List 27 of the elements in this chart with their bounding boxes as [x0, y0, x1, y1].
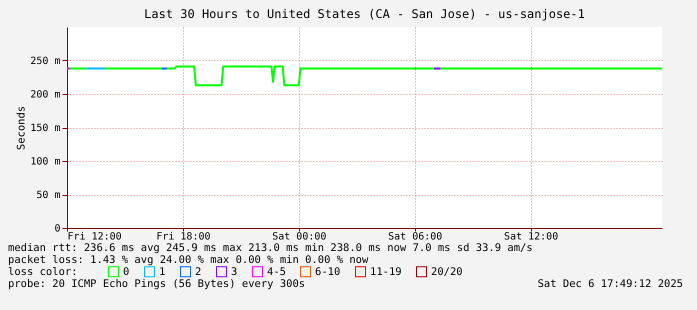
y-axis-title: Seconds — [15, 106, 28, 150]
x-tick-label: Fri 18:00 — [156, 232, 211, 242]
text: packet loss: 1.43 % avg 24.00 % max 0.00 % min 0.00 % now — [8, 254, 370, 266]
x-tick-label: Sat 00:00 — [272, 232, 326, 242]
y-tick-label: 150 m — [30, 123, 60, 134]
x-tick-label: Sat 12:00 — [504, 232, 558, 242]
y-tick-label: 0 — [54, 224, 60, 234]
text: probe: 20 ICMP Echo Pings (56 Bytes) every 300s — [8, 278, 306, 290]
line-series — [67, 66, 662, 86]
chart-title: Last 30 Hours to United States (CA - San Jose) - us-sanjose-1 — [144, 7, 585, 21]
legend-label: 2 — [195, 266, 202, 278]
text: Sat Dec 6 17:49:12 2025 — [538, 278, 683, 290]
legend-label: 6-10 — [315, 266, 340, 278]
legend-label: 11-19 — [370, 266, 402, 278]
x-tick-label: Sat 06:00 — [388, 232, 442, 242]
y-tick-label: 100 m — [30, 156, 60, 168]
x-tick-label: Fri 12:00 — [68, 232, 122, 242]
legend-label: 20/20 — [431, 266, 463, 278]
legend-title: loss color: — [8, 266, 78, 278]
legend-label: 4-5 — [267, 266, 286, 278]
y-tick-label: 50 m — [36, 190, 60, 201]
y-tick-label: 250 m — [30, 56, 60, 67]
legend-label: 3 — [231, 266, 238, 278]
legend-label: 0 — [123, 266, 130, 278]
text: median rtt: 236.6 ms avg 245.9 ms max 213.0 ms min 238.0 ms now 7.0 ms sd 33.9 am/s — [8, 242, 533, 254]
legend-label: 1 — [159, 266, 166, 278]
y-tick-label: 200 m — [30, 90, 60, 100]
